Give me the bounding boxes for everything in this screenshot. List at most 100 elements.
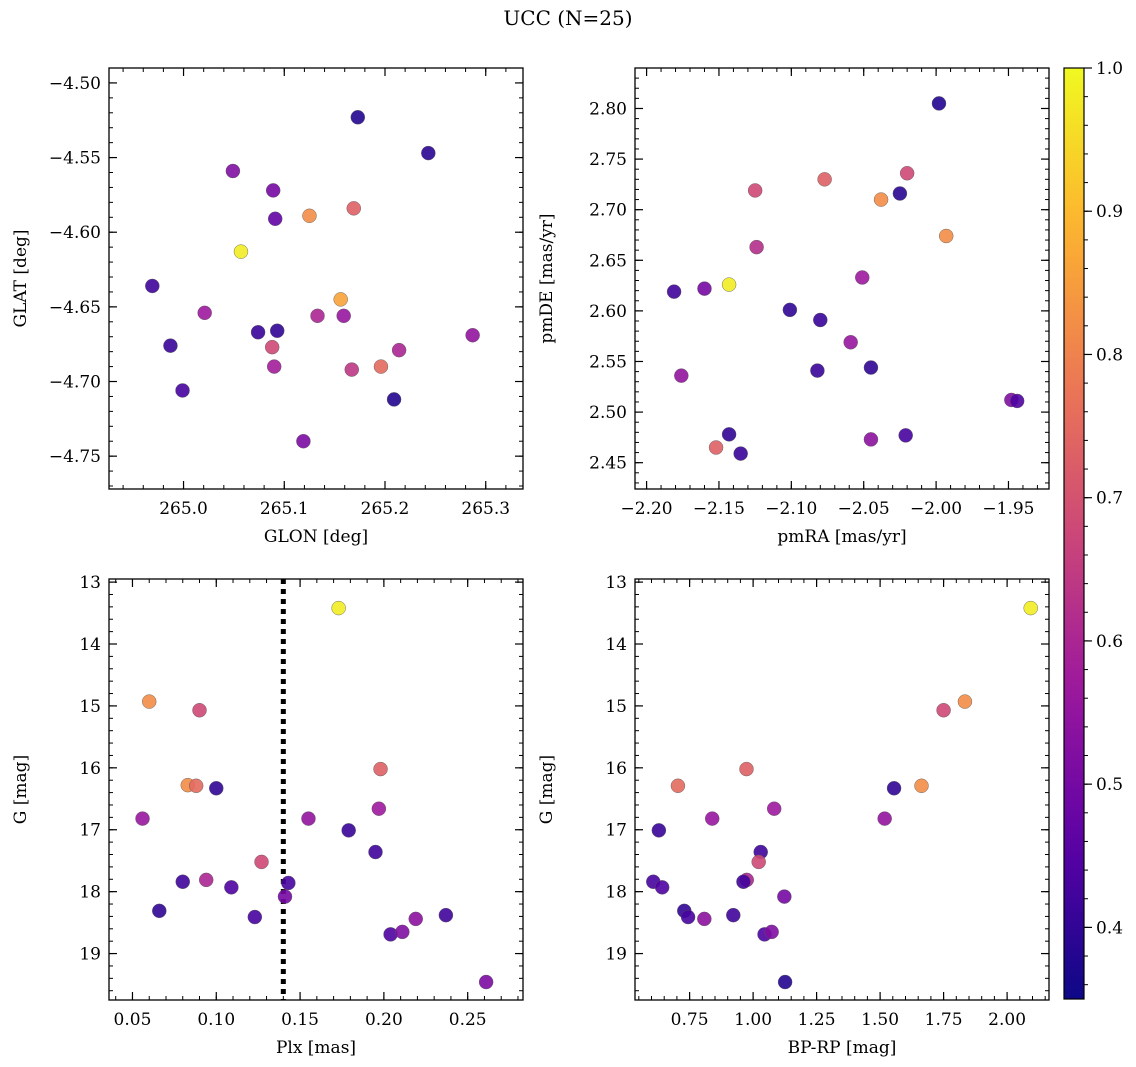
data-point <box>914 778 929 793</box>
y-tick-label: −4.75 <box>49 447 101 467</box>
y-tick-label: 14 <box>79 635 101 655</box>
data-point <box>254 854 269 870</box>
data-point <box>749 239 764 255</box>
y-tick-label: 2.50 <box>589 403 627 423</box>
x-tick-label: 1.75 <box>925 1010 963 1030</box>
x-tick-label: 0.20 <box>365 1010 403 1030</box>
data-point <box>336 308 351 324</box>
data-point <box>341 823 356 838</box>
data-point <box>705 811 720 826</box>
data-point <box>877 811 892 826</box>
data-point <box>371 801 387 816</box>
x-tick-label: 0.25 <box>449 1010 487 1030</box>
data-point <box>666 284 682 299</box>
y-tick-label: 2.60 <box>589 302 627 322</box>
data-point <box>1023 600 1038 616</box>
data-point <box>766 801 782 816</box>
data-point <box>199 872 214 888</box>
data-point <box>817 172 832 187</box>
y-tick-label: 15 <box>79 697 101 717</box>
x-tick-label: −1.95 <box>982 499 1034 519</box>
y-tick-label: 15 <box>605 697 627 717</box>
y-tick-label: 2.65 <box>589 251 627 271</box>
data-point <box>886 781 902 796</box>
x-tick-label: 265.0 <box>159 499 208 519</box>
colorbar-tick-label: 0.7 <box>1096 489 1123 509</box>
data-point <box>654 880 670 895</box>
data-point <box>266 359 282 374</box>
data-point <box>892 186 908 201</box>
data-point <box>310 308 325 324</box>
data-point <box>296 434 311 449</box>
data-point <box>721 427 737 442</box>
data-point <box>368 844 383 860</box>
data-point <box>188 778 204 793</box>
data-point <box>674 368 689 383</box>
data-point <box>939 228 954 244</box>
data-point <box>277 889 293 904</box>
data-point <box>843 335 858 350</box>
x-tick-label: −2.00 <box>910 499 962 519</box>
data-point <box>333 292 348 307</box>
data-point <box>281 875 296 891</box>
y-tick-label: −4.65 <box>49 298 101 318</box>
data-point <box>733 446 748 461</box>
y-tick-label: 13 <box>79 573 101 593</box>
data-point <box>421 145 436 161</box>
x-tick-label: 2.00 <box>988 1010 1026 1030</box>
y-tick-label: 2.80 <box>589 99 627 119</box>
colorbar-tick-label: 1.0 <box>1096 59 1123 79</box>
data-point <box>721 277 737 292</box>
data-point <box>777 974 793 990</box>
x-axis-label: GLON [deg] <box>264 527 368 547</box>
x-tick-label: 265.2 <box>361 499 410 519</box>
colorbar-gradient <box>1063 67 1085 1000</box>
y-tick-label: −4.60 <box>49 223 101 243</box>
data-point <box>209 781 224 796</box>
y-tick-label: 13 <box>605 573 627 593</box>
x-tick-label: −2.20 <box>621 499 673 519</box>
y-tick-label: −4.50 <box>49 74 101 94</box>
colorbar: 0.4 0.5 0.6 0.7 0.8 0.9 1.0 <box>1063 59 1123 1000</box>
data-point <box>268 211 283 226</box>
data-point <box>265 183 281 198</box>
x-tick-label: 0.15 <box>281 1010 319 1030</box>
x-tick-label: −2.05 <box>838 499 890 519</box>
y-tick-label: 19 <box>79 945 101 965</box>
data-point <box>142 694 157 709</box>
data-point <box>346 201 361 216</box>
y-axis-label: GLAT [deg] <box>11 229 31 327</box>
axes-frame <box>108 67 524 490</box>
data-point <box>697 281 712 296</box>
y-tick-label: 17 <box>605 821 627 841</box>
data-point <box>898 428 913 443</box>
subplot-pmra-pmde: −2.20 −2.15 −2.10 −2.05 −2.00 −1.95 2.45 2.50 2.… <box>537 67 1050 547</box>
y-tick-label: 2.45 <box>589 454 627 474</box>
y-tick-label: 17 <box>79 821 101 841</box>
y-tick-label: 19 <box>605 945 627 965</box>
data-point <box>145 278 160 294</box>
x-tick-label: 0.05 <box>114 1010 152 1030</box>
x-tick-label: 1.00 <box>734 1010 772 1030</box>
y-tick-label: 16 <box>79 759 101 779</box>
data-point <box>250 325 266 340</box>
colorbar-tick-label: 0.9 <box>1096 202 1123 222</box>
data-point <box>163 338 178 353</box>
data-point <box>726 907 741 923</box>
data-point <box>697 911 712 927</box>
data-point <box>135 811 150 826</box>
data-point <box>302 208 317 223</box>
data-point <box>391 342 407 358</box>
x-tick-label: −2.15 <box>693 499 745 519</box>
subplot-plx-g: 0.05 0.10 0.15 0.20 0.25 13 14 15 16 17 18 19 Plx [m… <box>11 573 524 1058</box>
colorbar-tick-label: 0.6 <box>1096 632 1123 652</box>
y-tick-label: 18 <box>79 883 101 903</box>
data-point <box>331 600 346 616</box>
data-point <box>465 328 480 343</box>
data-point <box>264 339 280 355</box>
data-point <box>863 432 879 447</box>
data-point <box>782 302 798 318</box>
x-axis-label: BP-RP [mag] <box>788 1038 897 1058</box>
data-point <box>813 312 828 328</box>
data-point <box>736 874 751 889</box>
